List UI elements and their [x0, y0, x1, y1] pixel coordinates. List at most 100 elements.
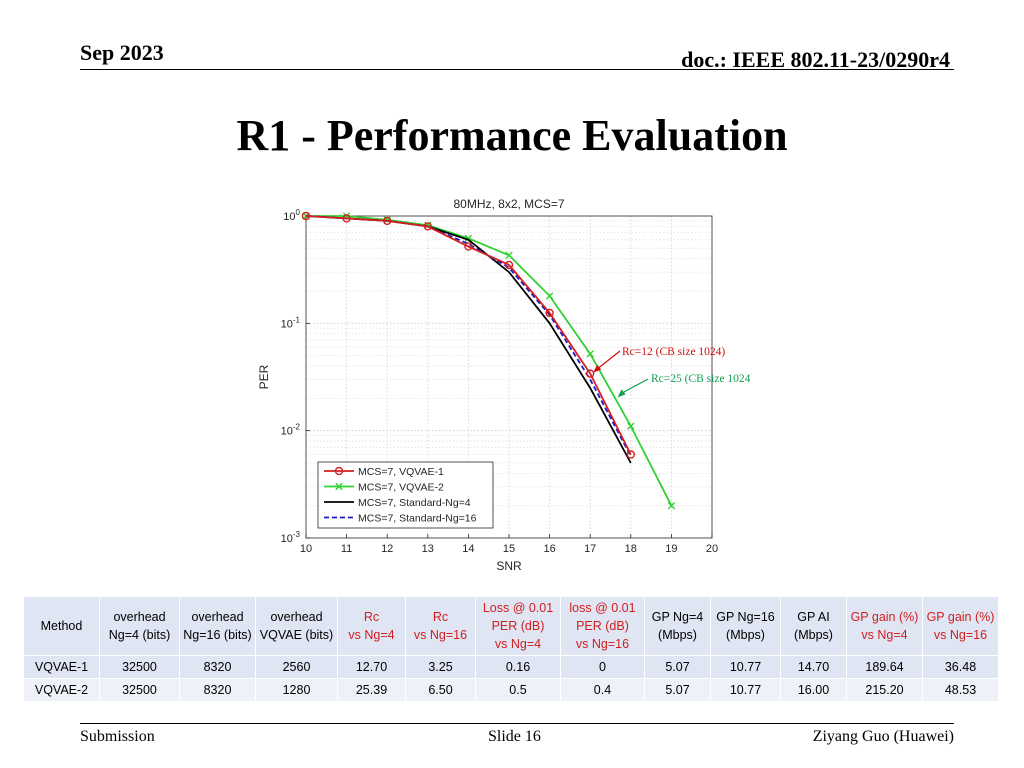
x-tick-label: 15 — [503, 543, 515, 555]
slide-title: R1 - Performance Evaluation — [236, 111, 788, 160]
table-cell: 2560 — [255, 655, 338, 679]
table-cell: 0.16 — [475, 655, 561, 679]
table-row: VQVAE-1 32500 8320 2560 12.70 3.25 0.16 0 5.07 10… — [23, 655, 999, 679]
table-header-cell: overhead Ng=4 (bits) — [99, 596, 180, 656]
table-header-text: VQVAE (bits) — [259, 628, 334, 642]
series-0-data-point — [586, 369, 595, 378]
table-header-row: Method overhead Ng=4 (bits) overhead Ng=16 (… — [23, 596, 999, 656]
header-date: Sep 2023 — [80, 40, 164, 65]
table-header-text: overhead — [191, 610, 244, 624]
table-cell: VQVAE-1 — [23, 655, 100, 679]
table-header-text: (Mbps) — [726, 628, 765, 642]
table-header-text: vs Ng=4 — [861, 628, 908, 642]
table-cell: 5.07 — [644, 678, 711, 702]
series-0-data-point — [301, 211, 311, 221]
table-cell: 189.64 — [846, 655, 923, 679]
table-header-text: Method — [40, 619, 83, 633]
series-1-data-point — [627, 422, 635, 430]
series-1-data-point — [545, 292, 554, 300]
series-1-data-point — [667, 501, 676, 510]
series-0-data-point — [342, 214, 351, 223]
footer-submission: Submission — [80, 728, 155, 745]
table-cell: 14.70 — [780, 655, 847, 679]
table-cell: 16.00 — [780, 678, 847, 702]
table-header-text: GP gain (%) — [850, 610, 919, 624]
per-vs-snr-chart: 10 11 12 13 14 15 16 17 18 19 20 100 10-1 10-2 10-3 80M… — [257, 197, 750, 573]
header-divider — [80, 69, 954, 70]
table-header-cell: loss @ 0.01 PER (dB) vs Ng=16 — [560, 596, 645, 656]
chart-legend — [317, 461, 494, 529]
table-cell: 215.20 — [846, 678, 923, 702]
annotation-rc25-arrowhead — [617, 389, 626, 398]
legend-marker-1 — [335, 482, 343, 491]
table-header-text: PER (dB) — [576, 619, 629, 633]
chart-title: 80MHz, 8x2, MCS=7 — [453, 197, 564, 211]
table-cell: 1280 — [255, 678, 338, 702]
series-line-0 — [305, 215, 632, 455]
x-tick-label: 10 — [300, 543, 312, 555]
table-header-cell: overhead Ng=16 (bits) — [179, 596, 256, 656]
table-cell: 25.39 — [337, 678, 406, 702]
series-0-data-point — [423, 222, 433, 231]
series-0-data-point — [464, 242, 473, 251]
table-header-text: GP Ng=16 — [716, 610, 775, 624]
table-header-text: overhead — [270, 610, 323, 624]
table-header-text: Ng=4 (bits) — [108, 628, 171, 642]
table-cell: 0 — [560, 655, 645, 679]
series-0-data-point — [626, 450, 635, 459]
table-header-text: (Mbps) — [658, 628, 697, 642]
table-header-cell: GP gain (%) vs Ng=4 — [846, 596, 923, 656]
table-header-cell: GP Ng=16 (Mbps) — [710, 596, 781, 656]
table-header-text: Rc — [432, 610, 449, 624]
x-tick-label: 17 — [584, 543, 596, 555]
table-cell: 6.50 — [405, 678, 476, 702]
table-header-text: Loss @ 0.01 — [482, 601, 554, 615]
footer-author: Ziyang Guo (Huawei) — [812, 728, 954, 745]
table-header-text: vs Ng=16 — [933, 628, 988, 642]
series-1-data-point — [586, 350, 594, 358]
table-header-text: loss @ 0.01 — [569, 601, 636, 615]
y-tick-label: 10-2 — [281, 423, 301, 438]
table-header-text: Ng=16 (bits) — [183, 628, 252, 642]
x-tick-label: 11 — [341, 543, 352, 555]
table-cell: 36.48 — [922, 655, 999, 679]
x-tick-label: 14 — [462, 543, 474, 555]
y-tick-label: 100 — [283, 208, 300, 223]
series-0-data-point — [545, 308, 554, 318]
table-cell: 10.77 — [710, 678, 781, 702]
annotation-rc12: Rc=12 (CB size 1024) — [622, 346, 725, 358]
x-tick-label: 19 — [665, 543, 677, 555]
table-header-text: Rc — [363, 610, 380, 624]
table-cell: 12.70 — [337, 655, 406, 679]
table-header-text: GP gain (%) — [926, 610, 995, 624]
x-tick-label: 18 — [625, 543, 637, 555]
table-header-cell: Loss @ 0.01 PER (dB) vs Ng=4 — [475, 596, 561, 656]
legend-marker-0 — [334, 466, 344, 476]
y-axis-label: PER — [257, 364, 271, 389]
legend-label-0: MCS=7, VQVAE-1 — [358, 466, 444, 478]
table-header-text: GP AI — [797, 610, 830, 624]
table-header-text: vs Ng=16 — [413, 628, 468, 642]
table-header-cell: GP gain (%) vs Ng=16 — [922, 596, 999, 656]
table-row: VQVAE-2 32500 8320 1280 25.39 6.50 0.5 0.4 5.07 1… — [23, 678, 999, 702]
series-line-1 — [306, 215, 673, 507]
table-header-text: GP Ng=4 — [651, 610, 704, 624]
series-0-data-point — [504, 260, 514, 270]
x-tick-label: 20 — [706, 543, 718, 555]
y-tick-label: 10-1 — [281, 315, 301, 330]
table-header-text: (Mbps) — [794, 628, 833, 642]
footer-divider — [80, 723, 954, 724]
header-doc-id: doc.: IEEE 802.11-23/0290r4 — [681, 47, 950, 72]
x-tick-label: 13 — [422, 543, 434, 555]
y-tick-label: 10-3 — [281, 530, 301, 545]
x-axis-label: SNR — [496, 559, 522, 573]
table-header-text: overhead — [113, 610, 166, 624]
table-cell: 48.53 — [922, 678, 999, 702]
table-cell: 8320 — [179, 678, 256, 702]
legend-label-1: MCS=7, VQVAE-2 — [358, 482, 444, 494]
table-cell: 3.25 — [405, 655, 476, 679]
table-header-cell: GP AI (Mbps) — [780, 596, 847, 656]
annotation-rc25: Rc=25 (CB size 1024) — [651, 373, 750, 385]
table-header-text: vs Ng=4 — [494, 637, 542, 651]
legend-label-2: MCS=7, Standard-Ng=4 — [358, 497, 471, 509]
